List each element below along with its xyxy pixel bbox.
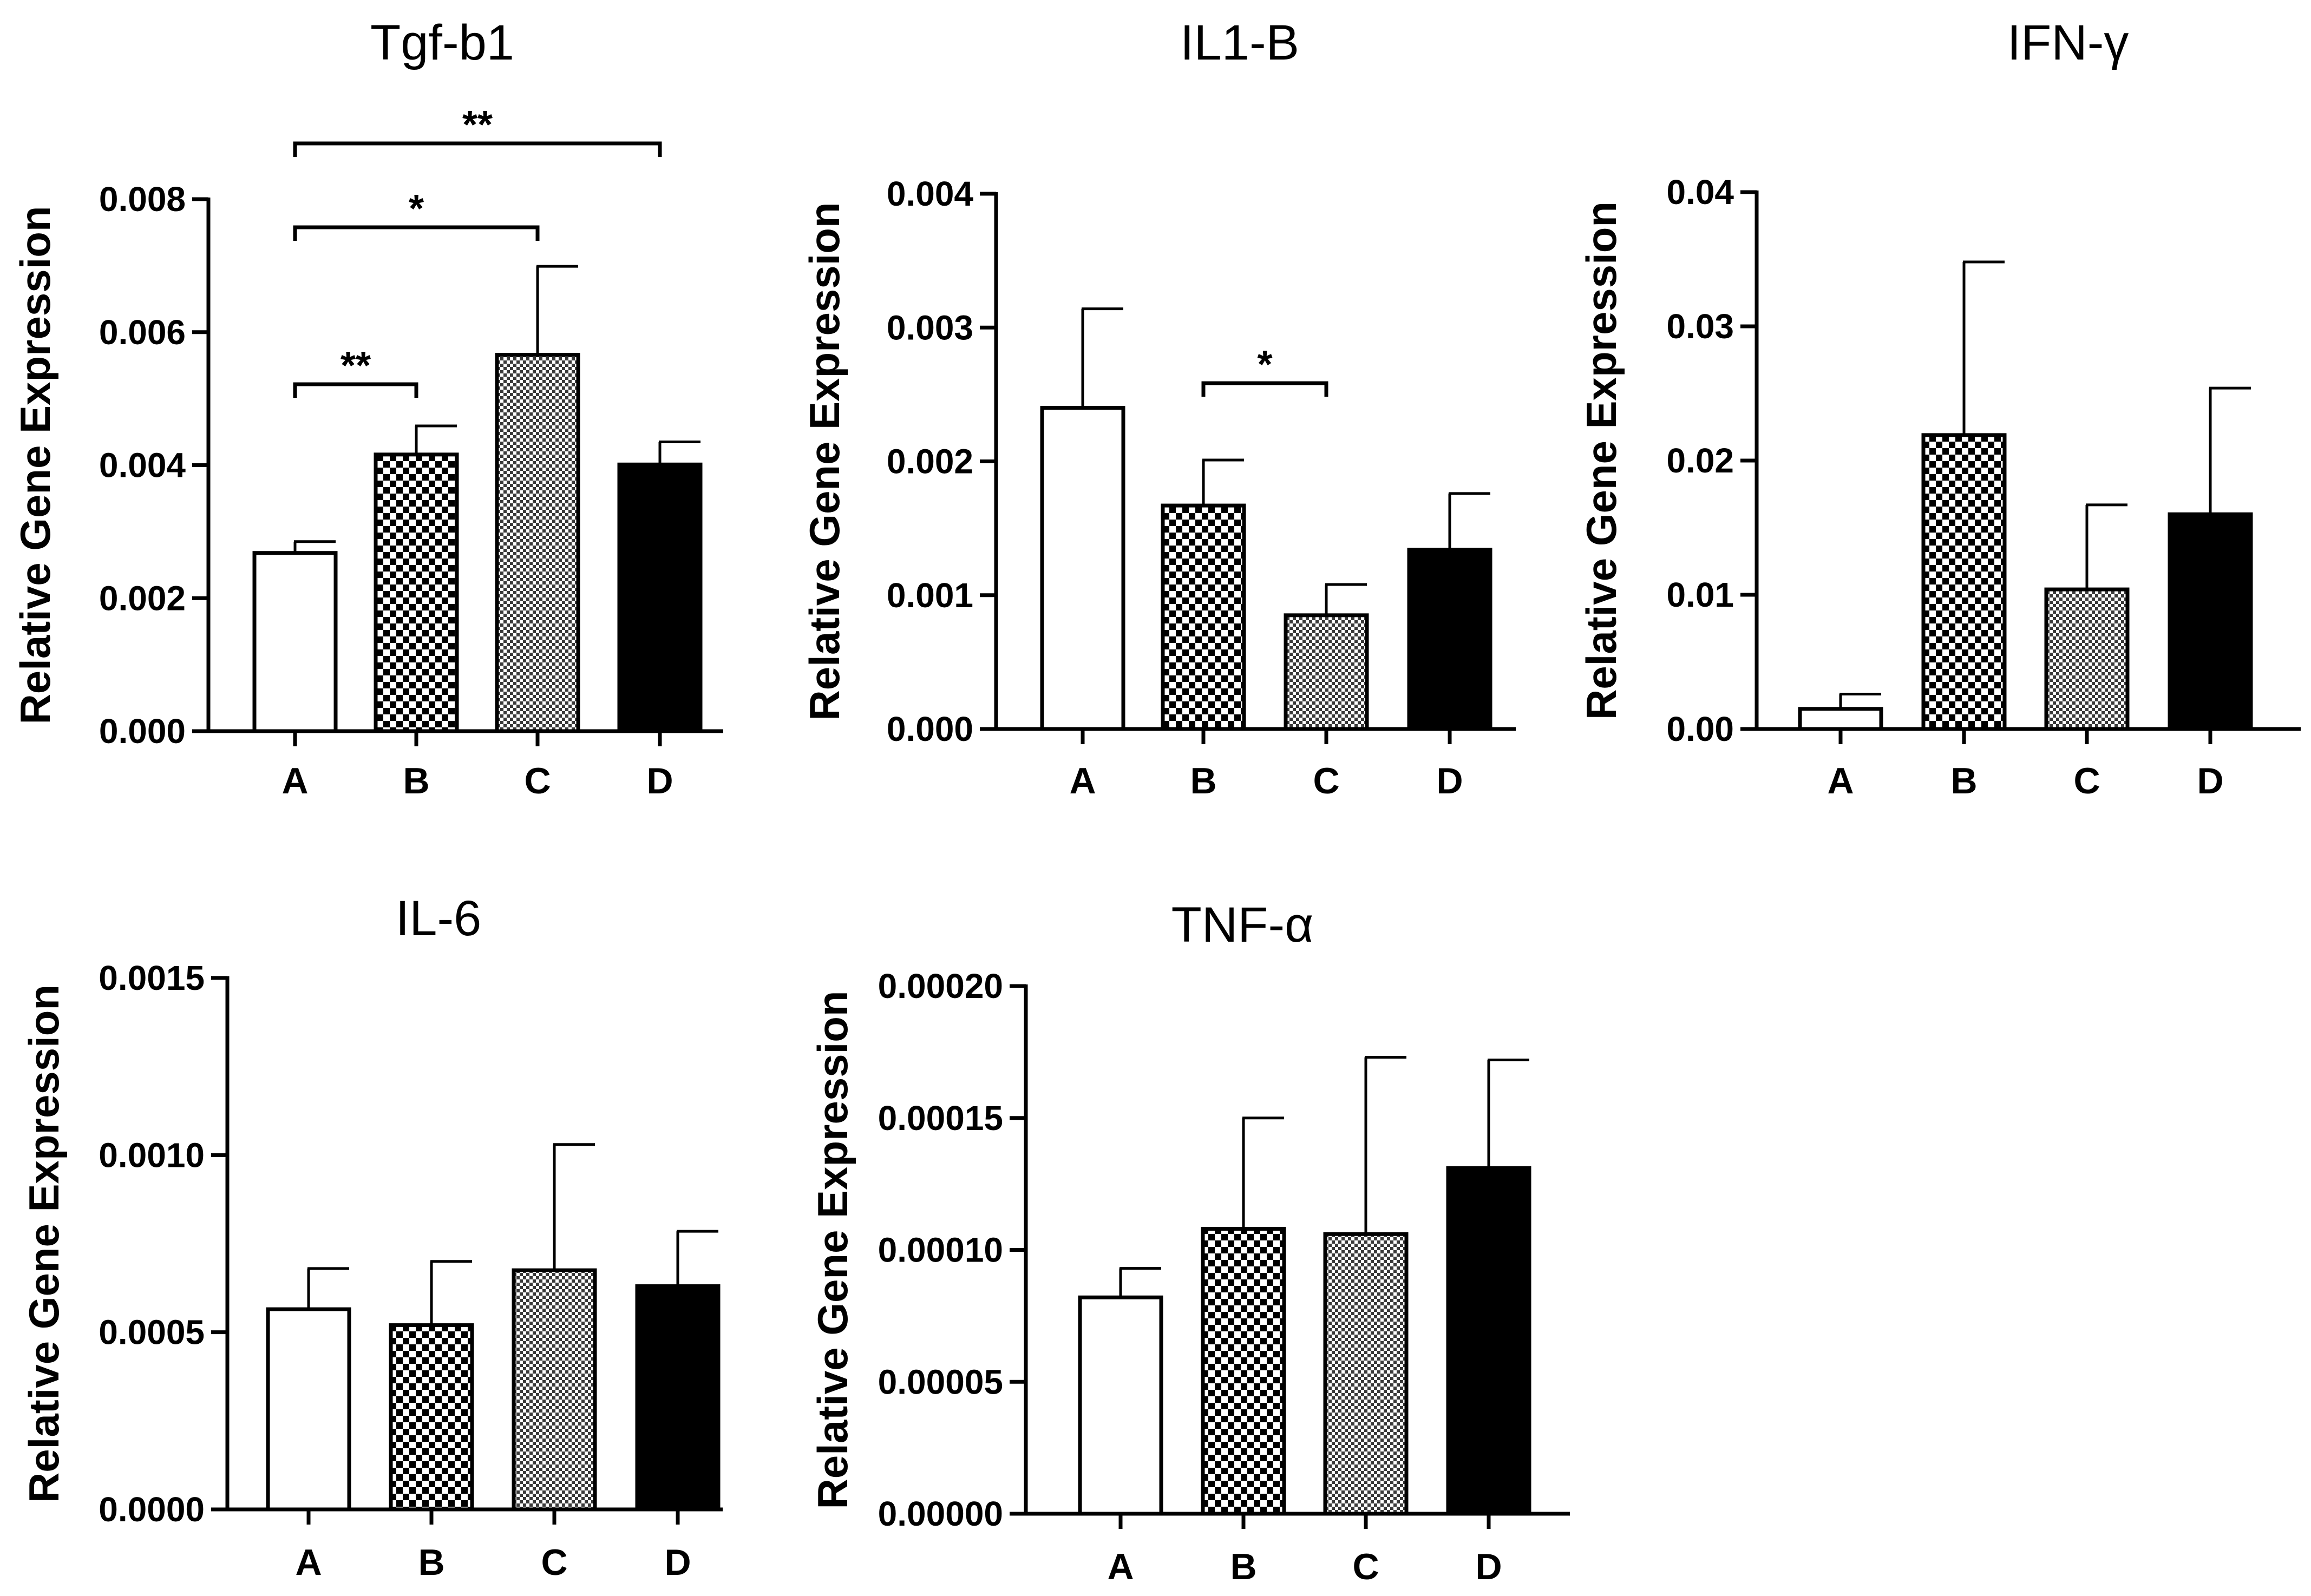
y-tick-label: 0.003 <box>887 308 973 347</box>
significance-bracket <box>293 382 418 398</box>
chart-title: IL-6 <box>396 891 482 946</box>
y-tick-label: 0.00 <box>1666 710 1734 748</box>
x-tick-label-A: A <box>1107 1546 1134 1587</box>
x-tick-label-B: B <box>418 1542 444 1583</box>
y-tick-label: 0.006 <box>99 313 186 352</box>
y-axis-label: Relative Gene Expression <box>809 990 856 1509</box>
y-tick-label: 0.03 <box>1666 307 1734 346</box>
bar-D <box>1446 1166 1531 1516</box>
x-tick-label-D: D <box>1436 760 1463 802</box>
significance-bracket <box>293 141 662 157</box>
chart-panel-il1b: IL1-B Relative Gene Expression 0.000 0.001 0… <box>801 15 1516 802</box>
y-tick-label: 0.002 <box>99 579 186 618</box>
bar-C <box>495 353 580 733</box>
x-tick-label-C: C <box>524 760 551 802</box>
x-tick-label-C: C <box>1313 760 1339 802</box>
bar-A <box>1040 406 1125 731</box>
x-tick-label-D: D <box>2197 760 2223 802</box>
x-tick-label-D: D <box>646 760 673 802</box>
y-tick-label: 0.00020 <box>878 967 1003 1006</box>
chart-title: Tgf-b1 <box>370 15 514 70</box>
x-tick-label-C: C <box>2073 760 2100 802</box>
chart-panel-il6: IL-6 Relative Gene Expression 0.0000 0.0005… <box>20 891 723 1583</box>
chart-panel-ifng: IFN-γ Relative Gene Expression 0.00 0.01 0.0… <box>1577 15 2301 802</box>
significance-bracket <box>1201 381 1328 397</box>
y-tick-label: 0.004 <box>99 446 186 485</box>
y-tick-label: 0.0000 <box>99 1490 205 1529</box>
chart-title: IFN-γ <box>2007 15 2129 70</box>
bar-A <box>1078 1295 1163 1516</box>
y-tick-label: 0.002 <box>887 442 973 481</box>
bar-B <box>1201 1227 1286 1516</box>
bar-C <box>1284 613 1369 731</box>
y-tick-label: 0.00015 <box>878 1099 1003 1138</box>
y-tick-label: 0.0010 <box>99 1135 205 1174</box>
bar-C <box>512 1268 597 1512</box>
y-tick-label: 0.01 <box>1666 575 1734 614</box>
y-tick-label: 0.001 <box>887 576 973 615</box>
bar-D <box>1407 548 1492 731</box>
bar-D <box>617 462 703 733</box>
x-tick-label-B: B <box>1190 760 1216 802</box>
y-axis-label: Relative Gene Expression <box>1577 201 1625 720</box>
chart-title: IL1-B <box>1180 15 1299 70</box>
y-tick-label: 0.04 <box>1666 173 1734 212</box>
bar-B <box>1921 433 2007 731</box>
bar-D <box>2168 512 2253 731</box>
x-tick-label-A: A <box>295 1542 322 1583</box>
x-tick-label-A: A <box>1827 760 1854 802</box>
y-axis-label: Relative Gene Expression <box>801 202 848 720</box>
bar-A <box>252 551 338 733</box>
y-tick-label: 0.0015 <box>99 958 205 997</box>
y-axis-label: Relative Gene Expression <box>20 984 68 1503</box>
chart-panel-tgf: Tgf-b1 Relative Gene Expression 0.000 0.002… <box>11 15 723 802</box>
y-tick-label: 0.02 <box>1666 441 1734 480</box>
x-tick-label-C: C <box>541 1542 567 1583</box>
x-tick-label-D: D <box>664 1542 691 1583</box>
significance-label: * <box>1257 343 1272 386</box>
y-tick-label: 0.000 <box>99 712 186 751</box>
significance-label: * <box>409 187 424 231</box>
bar-B <box>389 1323 474 1512</box>
y-axis-label: Relative Gene Expression <box>11 206 59 724</box>
x-tick-label-B: B <box>1950 760 1977 802</box>
y-tick-label: 0.00005 <box>878 1362 1003 1401</box>
significance-label: ** <box>462 103 493 147</box>
bar-B <box>1161 503 1246 731</box>
chart-panel-tnfa: TNF-α Relative Gene Expression 0.00000 0.00… <box>809 897 1570 1587</box>
y-tick-label: 0.004 <box>887 174 974 213</box>
bar-A <box>266 1307 351 1512</box>
significance-bracket <box>293 225 540 241</box>
x-tick-label-A: A <box>1069 760 1096 802</box>
bar-B <box>374 452 459 733</box>
x-tick-label-A: A <box>281 760 308 802</box>
x-tick-label-B: B <box>403 760 429 802</box>
x-tick-label-B: B <box>1230 1546 1256 1587</box>
bar-D <box>635 1284 721 1512</box>
bar-C <box>2044 587 2130 731</box>
chart-title: TNF-α <box>1171 897 1314 953</box>
y-tick-label: 0.008 <box>99 180 186 219</box>
y-tick-label: 0.00010 <box>878 1231 1003 1270</box>
x-tick-label-C: C <box>1352 1546 1379 1587</box>
significance-label: ** <box>341 344 371 387</box>
y-tick-label: 0.000 <box>887 710 973 748</box>
x-tick-label-D: D <box>1475 1546 1502 1587</box>
y-tick-label: 0.0005 <box>99 1313 205 1352</box>
y-tick-label: 0.00000 <box>878 1494 1003 1533</box>
bar-C <box>1323 1232 1409 1516</box>
bar-A <box>1798 707 1883 731</box>
